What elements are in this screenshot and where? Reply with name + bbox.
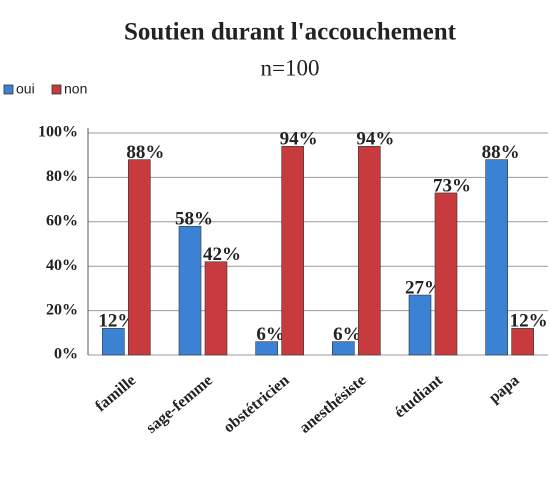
data-label: 12% <box>510 311 548 332</box>
y-tick-label: 100% <box>38 124 78 141</box>
data-label: 12% <box>98 311 136 332</box>
y-tick-label: 20% <box>46 301 78 318</box>
bar <box>434 192 458 356</box>
bar <box>204 261 228 356</box>
legend-swatch <box>3 84 14 95</box>
x-tick-label: papa <box>486 372 523 407</box>
data-label: 73% <box>433 175 471 196</box>
chart-subtitle: n=100 <box>261 55 320 80</box>
data-label: 94% <box>356 129 394 150</box>
data-label: 58% <box>175 209 213 230</box>
x-tick-label: anesthésiste <box>296 372 369 437</box>
bar <box>358 146 381 356</box>
data-label: 27% <box>405 277 443 298</box>
legend-label: non <box>64 81 87 97</box>
x-tick-label: étudiant <box>391 371 446 421</box>
bar <box>281 146 304 356</box>
bar <box>255 341 278 356</box>
y-tick-label: 0% <box>54 346 78 363</box>
data-label: 42% <box>203 244 241 265</box>
x-tick-label: famille <box>92 372 139 415</box>
y-tick-label: 40% <box>46 257 78 274</box>
data-label: 88% <box>482 142 520 163</box>
data-label: 88% <box>126 142 164 163</box>
bar <box>332 341 355 356</box>
x-tick-label: obstétricien <box>220 372 292 436</box>
data-label: 6% <box>256 324 285 345</box>
chart-title: Soutien durant l'accouchement <box>124 19 457 46</box>
y-tick-label: 60% <box>46 212 78 229</box>
bar <box>128 159 151 356</box>
bar <box>178 225 202 356</box>
bar <box>408 294 432 356</box>
data-label: 94% <box>280 129 318 150</box>
y-tick-label: 80% <box>46 168 78 185</box>
bar <box>102 328 125 356</box>
bar <box>511 328 534 356</box>
data-label: 6% <box>333 324 362 345</box>
bar <box>485 159 508 356</box>
x-tick-label: sage-femme <box>143 372 216 437</box>
legend-label: oui <box>16 81 35 97</box>
legend-swatch <box>51 84 62 95</box>
